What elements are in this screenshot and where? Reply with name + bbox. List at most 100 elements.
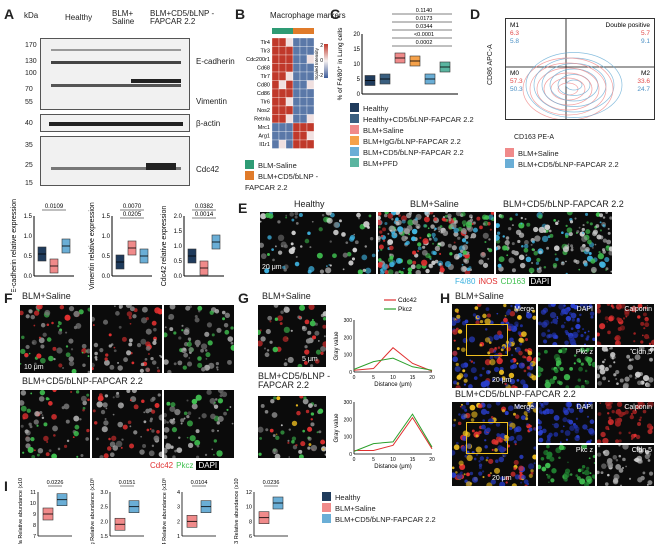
heatmap: Tlr4 Tlr3 Cdc200r1 Cd68 Tlr7 Cd80 Cd86 Tlr6 Nos2… <box>246 28 328 149</box>
heatmap-cell <box>271 71 280 81</box>
heatmap-scale-tick: 0 <box>320 58 323 64</box>
heatmap-cell <box>306 80 315 90</box>
a-quant-tick: 0.0 <box>174 274 183 280</box>
d-quadrant-value: 5.8 <box>510 38 519 45</box>
c-pvalue: 0.0173 <box>416 16 433 22</box>
heatmap-scale <box>324 44 328 78</box>
f-img-2 <box>164 305 234 373</box>
h-scale: 20 μm <box>492 377 512 384</box>
c-legend-item: Healthy <box>350 103 474 114</box>
heatmap-cell <box>306 97 315 107</box>
heatmap-cell <box>271 114 280 124</box>
i-ytick: 3.0 <box>100 490 108 496</box>
flow-xlabel: CD163 PE-A <box>514 134 555 141</box>
heatmap-cell <box>299 105 308 115</box>
f-img-3 <box>20 390 90 458</box>
heatmap-cell <box>271 131 280 141</box>
heatmap-cell <box>278 114 287 124</box>
heatmap-cell <box>278 46 287 56</box>
g-ytick: 200 <box>344 417 353 423</box>
mw-40: 40 <box>25 120 33 127</box>
heatmap-cell <box>306 54 315 64</box>
i-ytick: 10 <box>30 501 36 507</box>
d-quadrant-value: 5.7 <box>641 30 650 37</box>
heatmap-cell <box>278 105 287 115</box>
h-tile-label: Merge <box>514 306 534 313</box>
heatmap-gene-label: Tlr6 <box>261 100 270 106</box>
contour-car <box>525 52 623 118</box>
a-quant-tick: 0.0 <box>24 274 33 280</box>
e-image-car <box>496 212 612 274</box>
h-tile-label: Cldn 5 <box>631 349 652 356</box>
h-pkcz-0: Pkc z <box>538 347 595 388</box>
heatmap-cell <box>285 54 294 64</box>
h-tile-label: Cldn 5 <box>631 447 652 454</box>
i-ytick: 8 <box>33 523 36 529</box>
f-img-1 <box>92 305 162 373</box>
group-label-healthy: Healthy <box>65 13 93 22</box>
g-xtick: 10 <box>390 375 396 381</box>
heatmap-cell <box>271 80 280 90</box>
heatmap-cell <box>299 139 308 149</box>
panel-letter-h: H <box>440 290 451 306</box>
contour-saline <box>557 82 579 96</box>
heatmap-gene-label: Arg1 <box>258 134 270 140</box>
heatmap-cell <box>299 80 308 90</box>
g-xtick: 20 <box>429 375 435 381</box>
i-ylabel: Eng Relative abundance (x10⁶) <box>89 478 96 544</box>
heatmap-cell <box>306 105 315 115</box>
c-ytick: 10 <box>353 62 360 68</box>
a-quant-tick: 1.5 <box>174 229 183 235</box>
h-tile-label: Pkc z <box>575 349 593 356</box>
contour-saline <box>529 62 607 116</box>
c-legend-item: Healthy+CD5/ɓLNP-FAPCAR 2.2 <box>350 114 474 125</box>
heatmap-cell <box>292 114 301 124</box>
a-quant-tick: 0.0 <box>102 274 111 280</box>
panel-letter-i: I <box>4 478 8 494</box>
stain-label: iNOS <box>478 277 498 286</box>
a-quant-tick: 1.0 <box>102 234 111 240</box>
h-calponin-0: Calponin <box>597 304 654 345</box>
heatmap-cell <box>292 131 301 141</box>
i-ytick: 11 <box>30 490 36 496</box>
heatmap-cell <box>306 88 315 98</box>
heatmap-cell <box>292 97 301 107</box>
a-quant-tick: 1.5 <box>102 214 111 220</box>
contour-car <box>549 68 599 102</box>
heatmap-cell <box>306 114 315 124</box>
heatmap-cell <box>292 105 301 115</box>
a-quant-pvalue: 0.0382 <box>195 204 214 210</box>
d-quadrant-value: 24.7 <box>637 86 650 93</box>
heatmap-group-bar <box>307 28 314 34</box>
panel-letter-a: A <box>4 6 15 22</box>
h-dapi-1: DAPI <box>538 402 595 443</box>
legend-d-saline: BLM+Saline <box>505 148 619 159</box>
heatmap-cell <box>271 139 280 149</box>
h-cldn5-1: Cldn 5 <box>597 445 654 486</box>
f-img-0 <box>20 305 90 373</box>
heatmap-legend: BLM-Saline BLM+CD5/ɓLNP -FAPCAR 2.2 <box>245 160 325 193</box>
i-ytick: 3 <box>177 505 180 511</box>
h-tile-label: DAPI <box>576 306 593 313</box>
i-pvalue: 0.0104 <box>191 480 208 486</box>
heatmap-cell <box>271 37 280 47</box>
f-stain-legend: Cdc42 Pkcz DAPI <box>150 461 222 470</box>
heatmap-cell <box>278 80 287 90</box>
h-title-1: BLM+CD5/ɓLNP-FAPCAR 2.2 <box>455 389 576 399</box>
heatmap-cell <box>285 122 294 132</box>
g-xlabel: Distance (μm) <box>374 464 411 470</box>
c-legend-item: BLM+PFD <box>350 158 474 169</box>
g-xtick: 0 <box>353 375 356 381</box>
f-img-5 <box>164 390 234 458</box>
panel-letter-b: B <box>235 6 246 22</box>
h-merge-0: Merge 20 μm <box>452 304 536 388</box>
d-quadrant-label: M2 <box>641 70 650 77</box>
c-pvalue: 0.1140 <box>416 8 432 14</box>
panel-c-legend: Healthy Healthy+CD5/ɓLNP-FAPCAR 2.2 BLM+Sa… <box>350 103 474 169</box>
stain-label: Pkcz <box>176 461 194 470</box>
g-scale: 5 μm <box>302 356 318 363</box>
heatmap-cell <box>285 88 294 98</box>
contour-car <box>565 79 583 91</box>
heatmap-cell <box>292 80 301 90</box>
